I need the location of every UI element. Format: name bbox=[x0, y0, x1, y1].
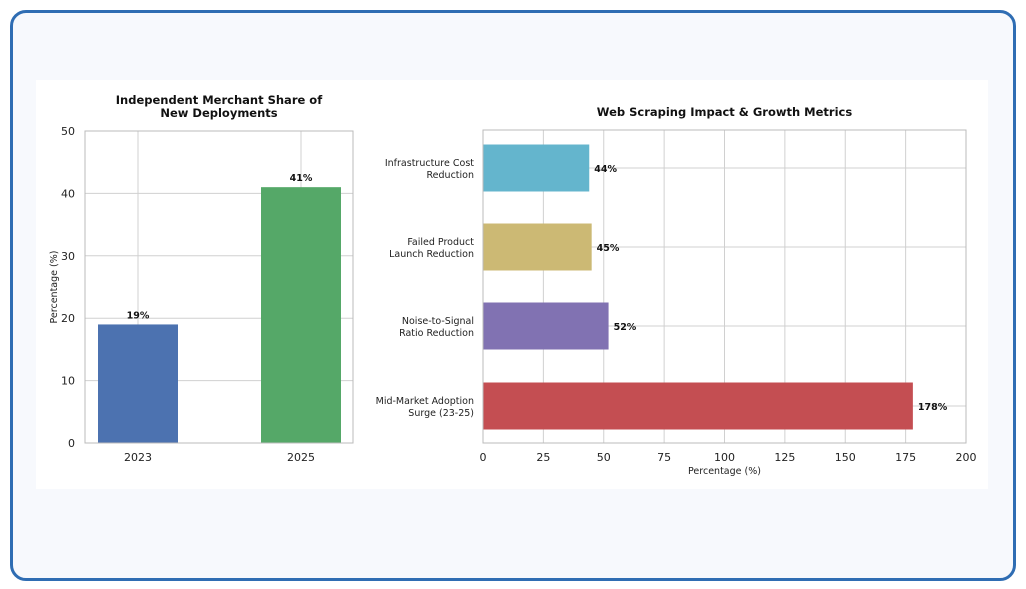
x-tick-label: 100 bbox=[714, 451, 735, 464]
bar-value-label: 178% bbox=[918, 402, 948, 413]
y-tick-label: 40 bbox=[61, 187, 75, 200]
x-tick-label: 75 bbox=[657, 451, 671, 464]
chart-title: Independent Merchant Share of New Deploym… bbox=[116, 93, 323, 120]
x-tick-label: 50 bbox=[597, 451, 611, 464]
y-tick-label: Noise-to-Signal Ratio Reduction bbox=[399, 316, 474, 339]
y-axis-label: Percentage (%) bbox=[49, 251, 60, 324]
bar-value-label: 52% bbox=[614, 322, 637, 333]
bar bbox=[483, 382, 913, 430]
x-tick-label: 0 bbox=[480, 451, 487, 464]
bar-value-label: 44% bbox=[594, 164, 617, 175]
y-tick-label: 0 bbox=[68, 437, 75, 450]
x-tick-label: 2023 bbox=[124, 451, 152, 464]
x-tick-label: 2025 bbox=[287, 451, 315, 464]
bar bbox=[98, 324, 178, 443]
y-tick-label: Infrastructure Cost Reduction bbox=[385, 158, 474, 181]
y-tick-label: Failed Product Launch Reduction bbox=[389, 237, 474, 260]
plot-frame bbox=[482, 129, 967, 444]
bar bbox=[483, 144, 590, 192]
bar-value-label: 19% bbox=[127, 310, 150, 321]
y-tick-label: 20 bbox=[61, 312, 75, 325]
x-tick-label: 150 bbox=[835, 451, 856, 464]
left-chart: 19% 41% 0 10 20 30 40 50 2023 2025 Percentage (%) I… bbox=[49, 93, 354, 464]
chart-title: Web Scraping Impact & Growth Metrics bbox=[597, 105, 853, 119]
right-chart: 44% 45% 52% 178% Infrastructure Cost Reductio… bbox=[376, 105, 977, 477]
x-tick-label: 200 bbox=[956, 451, 977, 464]
y-tick-label: 30 bbox=[61, 250, 75, 263]
bar bbox=[483, 223, 592, 271]
x-tick-label: 175 bbox=[895, 451, 916, 464]
x-tick-label: 25 bbox=[536, 451, 550, 464]
plot-frame bbox=[84, 130, 354, 444]
x-tick-label: 125 bbox=[774, 451, 795, 464]
y-tick-label: Mid-Market Adoption Surge (23-25) bbox=[376, 396, 474, 419]
bar bbox=[483, 302, 609, 350]
x-axis-label: Percentage (%) bbox=[688, 466, 761, 477]
y-tick-label: 50 bbox=[61, 125, 75, 138]
bar-value-label: 45% bbox=[597, 243, 620, 254]
y-tick-label: 10 bbox=[61, 375, 75, 388]
bar-value-label: 41% bbox=[290, 173, 313, 184]
bar bbox=[261, 187, 341, 443]
